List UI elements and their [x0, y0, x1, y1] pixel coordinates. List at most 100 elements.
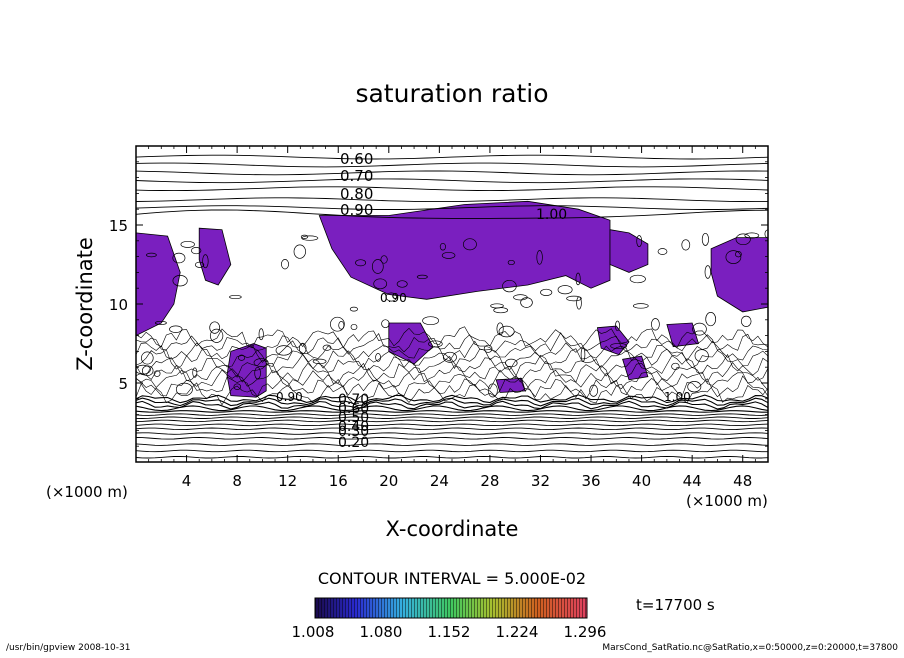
contour-blob [322, 344, 332, 351]
contour-blob [281, 259, 289, 270]
x-tick-label: 16 [329, 472, 348, 490]
contour-blob [505, 358, 518, 368]
contour-line [136, 416, 768, 419]
colorbar-tick-label: 1.080 [360, 623, 403, 641]
contour-label-cloud-top: 1.00 [536, 207, 567, 223]
contour-label: 0.70 [338, 392, 369, 408]
contour-labels-misc: 0.90 1.00 [276, 390, 691, 404]
footer-left: /usr/bin/gpview 2008-10-31 [6, 643, 130, 653]
contour-blob [300, 234, 309, 239]
contour-blob [557, 285, 573, 295]
contour-line [136, 449, 768, 453]
contour-blob [153, 370, 161, 377]
contour-blob [301, 235, 319, 241]
contour-blob [254, 366, 261, 380]
supersaturated-regions [136, 200, 768, 398]
contour-line [136, 162, 768, 168]
contour-blob [692, 322, 707, 336]
contour-blob [202, 254, 209, 269]
x-tick-label: 32 [531, 472, 550, 490]
contour-blob [209, 321, 221, 334]
contour-blob [330, 316, 345, 332]
contour-line [136, 348, 768, 370]
contour-blob [575, 272, 581, 286]
contour-line [136, 209, 768, 219]
contour-blob [490, 303, 504, 309]
contour-blob [513, 294, 528, 301]
contour-blob [576, 296, 582, 310]
contour-blob [355, 259, 367, 267]
contour-label: 0.40 [338, 419, 369, 435]
contour-blob [681, 239, 691, 251]
footer-right: MarsCond_SatRatio.nc@SatRatio,x=0:50000,… [602, 643, 898, 653]
contour-blob [373, 278, 388, 290]
contour-blob [632, 303, 649, 309]
contour-blob [704, 265, 711, 279]
x-tick-label: 8 [232, 472, 242, 490]
contour-blob [483, 344, 493, 353]
contour-line [136, 410, 768, 413]
contour-line [136, 443, 768, 446]
x-unit-left: (×1000 m) [46, 483, 128, 501]
contour-interval: CONTOUR INTERVAL = 5.000E-02 [318, 569, 586, 588]
contour-line [136, 340, 768, 363]
contour-line [136, 353, 768, 379]
contour-blob [651, 318, 660, 331]
x-unit-right: (×1000 m) [686, 492, 768, 510]
contour-blob [416, 274, 428, 280]
contour-label: 0.30 [338, 424, 369, 440]
contour-blob [744, 232, 760, 239]
contour-blob [380, 255, 388, 264]
contour-labels-lower: 0.70 0.60 0.50 0.40 0.30 0.20 [338, 392, 369, 451]
contour-blob [496, 322, 504, 336]
contour-blob [502, 279, 517, 293]
contour-blob [725, 250, 742, 264]
contour-blob [462, 238, 477, 251]
contour-blob [172, 252, 186, 264]
x-tick-label: 12 [278, 472, 297, 490]
contour-blob [192, 367, 198, 378]
contour-blob [275, 345, 292, 356]
contour-blob [253, 358, 269, 367]
colorbar-frame [314, 597, 588, 619]
y-axis-label: Z-coordinate [73, 237, 97, 371]
x-tick-label: 24 [430, 472, 449, 490]
contour-blob [694, 349, 709, 363]
contour-blob [441, 251, 456, 259]
contour-line [136, 405, 768, 412]
contour-blob [540, 288, 553, 296]
contour-blob [350, 323, 358, 331]
contour-blob [298, 342, 307, 354]
contour-blob [238, 354, 246, 361]
contour-blob [191, 247, 202, 255]
contour-blob [589, 384, 598, 397]
contour-line [136, 427, 768, 431]
contour-blob [396, 280, 408, 288]
contour-blob [610, 342, 628, 350]
colorbar-tick-label: 1.224 [496, 623, 539, 641]
cloud-region-main-upper-cloud [318, 200, 611, 300]
contour-blob [349, 306, 358, 312]
contour-blob [428, 340, 443, 348]
x-tick-label: 40 [632, 472, 651, 490]
contour-line [136, 413, 768, 416]
contour-blob [439, 242, 446, 251]
contour-blob [442, 351, 457, 363]
contour-line [136, 432, 768, 435]
x-tick-label: 36 [581, 472, 600, 490]
contour-blob [615, 320, 620, 332]
contour-line [136, 456, 768, 459]
time-label: t=17700 s [636, 596, 715, 614]
contour-blob [258, 328, 264, 341]
chart-title: saturation ratio [355, 79, 548, 108]
plot-frame [135, 145, 769, 463]
contour-blob [735, 251, 742, 258]
contour-blob [154, 320, 167, 325]
x-axis: 4 8 12 16 20 24 28 32 36 40 44 48 [148, 146, 769, 490]
contour-label-mid: 0.90 [380, 291, 407, 305]
cloud-region-left-edge-cloud [136, 232, 181, 337]
contour-blob [371, 259, 384, 274]
contour-line [136, 197, 768, 203]
contour-blob [381, 319, 390, 329]
